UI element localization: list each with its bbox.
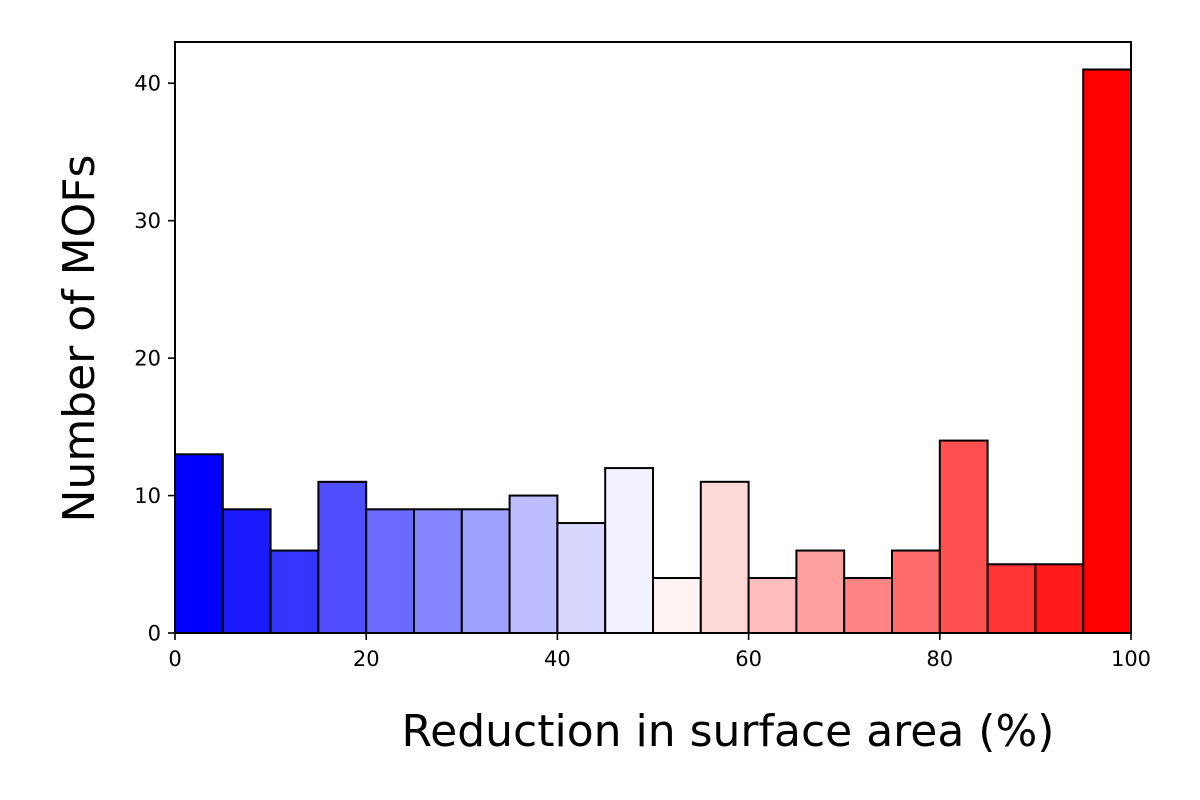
y-axis-ticks: 0 10 20 30 40 [134,72,175,646]
histogram-bar-8 [556,522,607,634]
x-tick-label-1: 20 [353,647,380,671]
histogram-bar-0 [174,453,224,635]
histogram-bar-14 [843,577,894,634]
histogram-bar-11 [699,480,750,635]
x-axis-label: Reduction in surface area (%) [402,706,1055,757]
x-axis-ticks: 0 20 40 60 80 100 [168,633,1151,671]
plot-area-frame [174,41,1132,634]
histogram-bar-17 [986,563,1037,634]
histogram-bar-10 [652,577,702,634]
y-tick-label-2: 20 [134,347,161,371]
y-tick-label-1: 10 [134,484,161,508]
bars-group [174,68,1132,635]
histogram-bar-13 [795,549,846,635]
x-tick-label-2: 40 [544,647,571,671]
histogram-bar-16 [938,439,989,634]
histogram-bar-5 [413,508,463,635]
x-tick-label-3: 60 [735,647,762,671]
histogram-bar-6 [460,508,511,635]
x-tick-label-0: 0 [168,647,181,671]
histogram-bar-12 [747,577,798,634]
histogram-bar-3 [317,480,368,635]
histogram-bar-4 [365,508,416,635]
x-tick-label-4: 80 [926,647,953,671]
y-axis-label: Number of MOFs [54,155,105,523]
y-tick-label-3: 30 [134,209,161,233]
histogram-bar-7 [508,494,559,634]
histogram-bar-9 [604,467,655,634]
x-tick-label-5: 100 [1111,647,1151,671]
histogram-bar-19 [1082,68,1132,635]
y-tick-label-4: 40 [134,72,161,96]
histogram-bar-2 [269,549,320,635]
histogram-bar-15 [891,549,941,635]
histogram-bar-18 [1034,563,1085,634]
y-tick-label-0: 0 [148,622,161,646]
histogram-bar-1 [221,508,272,635]
